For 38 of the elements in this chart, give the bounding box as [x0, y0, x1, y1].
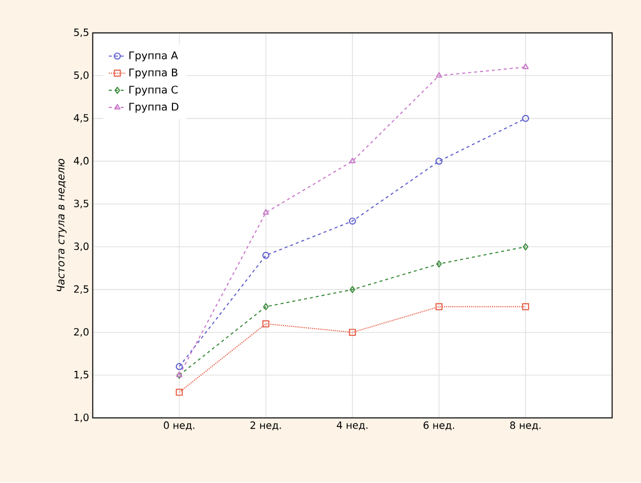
- point: [436, 72, 442, 78]
- y-tick-label: 5,0: [74, 72, 89, 80]
- point: [262, 252, 270, 260]
- y-tick-label: 2,0: [74, 328, 89, 337]
- x-tick-label: 2 нед.: [250, 422, 281, 430]
- point: [262, 320, 270, 328]
- point: [348, 218, 356, 225]
- point: [435, 158, 443, 165]
- point: [176, 388, 183, 396]
- point: [522, 64, 529, 70]
- point: [350, 286, 356, 294]
- y-tick-label: 5,5: [74, 28, 88, 38]
- point: [436, 260, 442, 268]
- y-tick-label: 1,0: [74, 414, 89, 422]
- point: [348, 329, 356, 336]
- legend-label: Группа D: [129, 103, 178, 113]
- y-tick-label: 4,5: [74, 114, 88, 123]
- y-tick-label: 4,0: [74, 157, 89, 166]
- legend-label: Группа A: [129, 52, 178, 62]
- y-tick-label: 3,0: [74, 242, 89, 252]
- x-tick-label: 6 нед.: [424, 422, 454, 430]
- point: [349, 158, 356, 164]
- legend-label: Группа C: [129, 86, 178, 96]
- legend-label: Группа B: [129, 68, 178, 79]
- point: [262, 209, 269, 215]
- point: [176, 363, 183, 370]
- y-axis-title: Частота стула в неделю: [56, 159, 67, 292]
- x-tick-label: 4 нед.: [336, 422, 368, 430]
- y-tick-label: 1,5: [74, 371, 88, 380]
- point: [263, 303, 269, 310]
- y-tick-label: 3,5: [74, 200, 88, 208]
- point: [522, 115, 530, 122]
- point: [522, 243, 528, 250]
- x-tick-label: 0 нед.: [164, 422, 194, 430]
- point: [435, 303, 443, 310]
- x-tick-label: 8 нед.: [510, 422, 541, 430]
- y-tick-label: 2,5: [74, 285, 88, 294]
- point: [522, 303, 530, 310]
